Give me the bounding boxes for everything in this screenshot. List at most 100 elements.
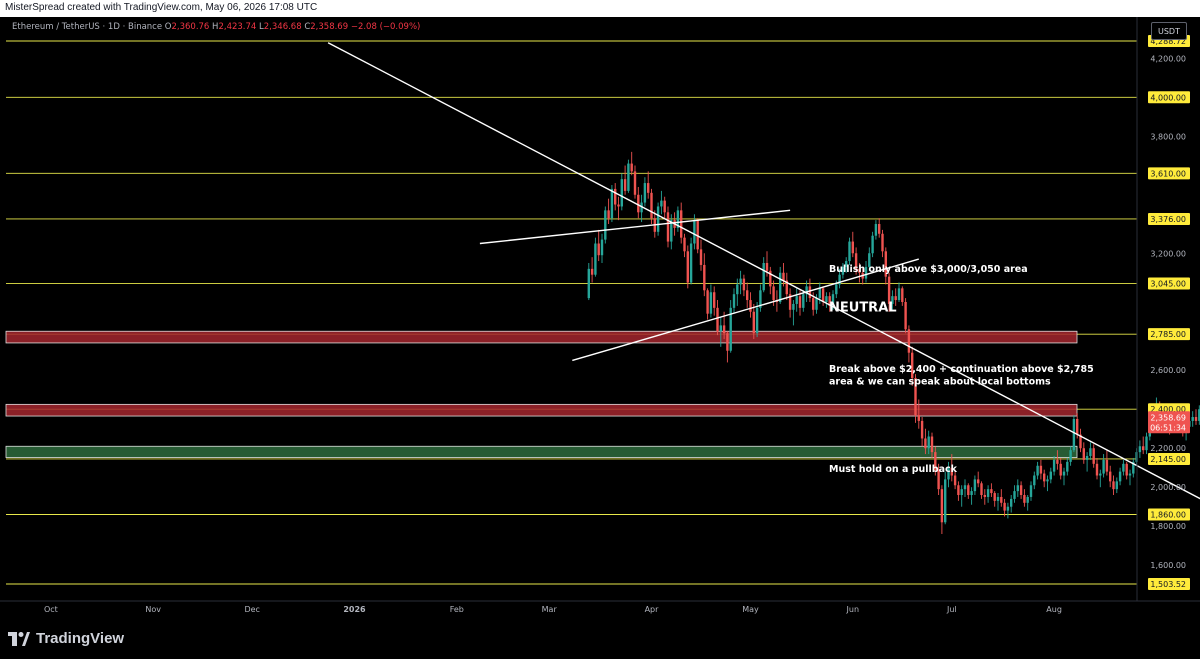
candle-body	[851, 241, 854, 254]
candle-body	[825, 296, 828, 302]
candle-body	[795, 296, 798, 304]
candle-body	[772, 286, 775, 301]
candle-body	[689, 243, 693, 283]
level-badge	[1148, 277, 1190, 290]
candle-body	[894, 296, 897, 301]
candle-body	[798, 296, 802, 308]
time-tick-label: May	[742, 605, 759, 614]
candle-body	[815, 298, 818, 310]
current-price-label: 2,358.69	[1150, 413, 1186, 422]
candle-body	[647, 183, 650, 193]
candle-body	[1039, 465, 1043, 474]
candle-body	[617, 204, 620, 207]
candle-body	[973, 479, 977, 492]
candle-body	[1006, 506, 1010, 511]
candle-body	[610, 188, 614, 219]
candle-body	[953, 475, 957, 486]
candle-body	[680, 210, 683, 238]
candle-body	[812, 298, 815, 310]
candle-body	[1036, 465, 1039, 476]
candle-body	[1109, 471, 1112, 482]
candle-body	[904, 301, 907, 330]
candle-body	[762, 263, 765, 291]
candle-body	[980, 483, 983, 496]
candle-body	[713, 292, 716, 308]
level-badge-label: 1,860.00	[1150, 511, 1186, 520]
candle-body	[590, 268, 594, 275]
level-badge-label: 3,376.00	[1150, 215, 1186, 224]
candle-body	[1095, 463, 1099, 476]
candle-body	[944, 479, 947, 523]
candle-body	[838, 274, 841, 285]
candle-body	[1056, 459, 1059, 464]
price-tick-label: 3,800.00	[1150, 132, 1186, 141]
price-tick-label: 3,200.00	[1150, 249, 1186, 258]
candle-body	[640, 202, 643, 213]
time-axis: Oct Nov Dec 2026 Feb Mar Apr May Jun Jul Aug	[44, 605, 1062, 614]
support-zone-2145	[5, 445, 1078, 458]
candle-body	[996, 496, 1000, 501]
annotations-layer: Bullish only above $3,000/3,050 area NEUT…	[829, 264, 1094, 475]
time-tick-label: Aug	[1046, 605, 1062, 614]
wedge-lower-line	[572, 258, 919, 362]
candle-body	[1029, 485, 1033, 497]
candle-body	[587, 268, 590, 299]
candle-body	[736, 284, 739, 295]
change-value: −2.08 (−0.09%)	[350, 22, 421, 32]
candle-body	[1026, 496, 1029, 503]
wedge-upper-line	[479, 209, 791, 245]
candle-body	[950, 467, 953, 476]
high-label: H	[212, 22, 219, 32]
candle-body	[960, 489, 963, 496]
trendlines-layer	[327, 42, 1200, 500]
level-badge	[1148, 508, 1190, 521]
candle-body	[765, 263, 769, 271]
annotation-3: area & we can speak about local bottoms	[829, 376, 1051, 387]
candle-body	[643, 183, 647, 203]
level-badge	[1148, 167, 1190, 180]
candle-body	[901, 288, 904, 302]
candle-body	[917, 415, 920, 421]
price-tick-label: 1,600.00	[1150, 561, 1186, 570]
candle-body	[907, 329, 911, 353]
tradingview-brand[interactable]: TradingView	[8, 630, 124, 647]
candle-body	[1082, 448, 1085, 460]
candle-body	[1072, 418, 1076, 451]
candle-body	[755, 307, 759, 334]
low-label: L	[259, 22, 264, 32]
candle-body	[759, 290, 762, 308]
candle-body	[1142, 446, 1145, 451]
candle-body	[848, 241, 851, 262]
level-badge	[1148, 328, 1190, 341]
candle-body	[802, 294, 805, 308]
candle-body	[752, 311, 755, 334]
candle-body	[1013, 491, 1016, 499]
candle-body	[957, 485, 960, 496]
candle-body	[937, 469, 940, 490]
candle-body	[623, 179, 627, 191]
attribution-bar: MisterSpread created with TradingView.co…	[0, 0, 1200, 17]
candle-body	[1069, 450, 1072, 462]
time-tick-label: 2026	[343, 605, 366, 614]
candle-body	[670, 220, 673, 242]
candle-body	[594, 243, 597, 275]
tradingview-logo-icon	[8, 631, 30, 646]
time-tick-label: Nov	[145, 605, 161, 614]
currency-button[interactable]: USDT	[1151, 22, 1187, 40]
level-badge-label: 4,288.72	[1150, 37, 1186, 46]
time-tick-label: Mar	[542, 605, 558, 614]
price-chart[interactable]: Bullish only above $3,000/3,050 area NEUT…	[0, 17, 1200, 619]
candle-body	[927, 436, 930, 449]
candle-body	[1019, 485, 1023, 496]
candle-body	[920, 420, 924, 439]
annotation-1: NEUTRAL	[829, 301, 897, 316]
footer-bar: TradingView	[0, 619, 1200, 659]
symbol-name[interactable]: Ethereum / TetherUS · 1D · Binance	[12, 22, 163, 32]
candle-body	[828, 296, 831, 306]
low-value: 2,346.68	[263, 22, 302, 32]
level-badge-label: 2,145.00	[1150, 455, 1186, 464]
candle-body	[1125, 463, 1128, 476]
candle-body	[914, 378, 917, 416]
candle-body	[887, 276, 891, 304]
candle-body	[881, 233, 884, 252]
